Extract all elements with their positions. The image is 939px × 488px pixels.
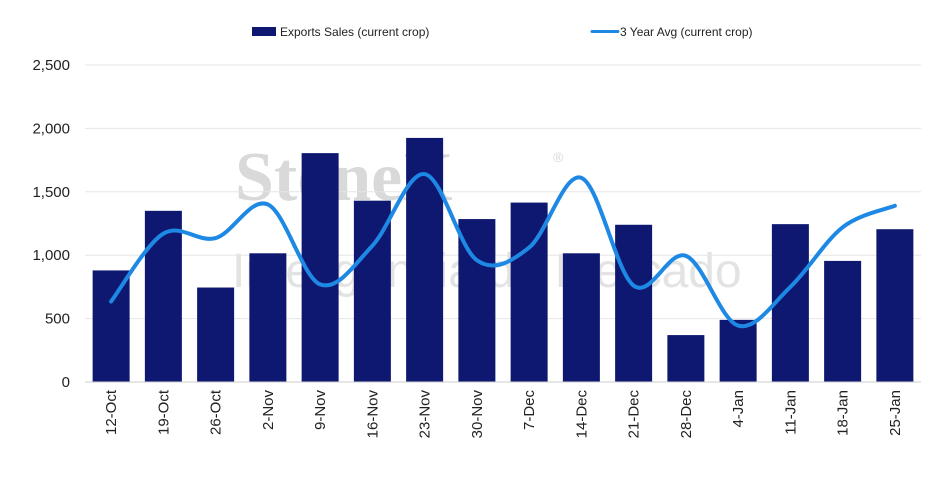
bar xyxy=(771,224,809,382)
legend-label-avg: 3 Year Avg (current crop) xyxy=(620,25,753,39)
bar xyxy=(876,229,914,382)
x-tick-label: 23-Nov xyxy=(417,390,434,439)
bar xyxy=(562,253,600,382)
legend-label-exports: Exports Sales (current crop) xyxy=(280,25,429,39)
x-tick-label: 19-Oct xyxy=(155,389,172,435)
y-tick-label: 2,500 xyxy=(32,57,70,74)
x-tick-label: 14-Dec xyxy=(573,390,590,439)
y-tick-label: 0 xyxy=(62,374,70,391)
x-tick-label: 7-Dec xyxy=(521,390,538,431)
x-tick-label: 2-Nov xyxy=(260,390,277,431)
avg-line xyxy=(109,172,897,329)
bar xyxy=(197,287,235,382)
x-tick-label: 30-Nov xyxy=(469,390,486,439)
y-axis-ticks: 0 500 1,000 1,500 2,000 2,500 xyxy=(32,57,70,391)
y-tick-label: 1,500 xyxy=(32,184,70,201)
bar xyxy=(144,210,182,382)
bars xyxy=(92,137,914,382)
legend-item-avg: 3 Year Avg (current crop) xyxy=(590,25,753,39)
y-tick-label: 500 xyxy=(45,311,70,328)
line-series xyxy=(109,172,897,329)
x-tick-label: 28-Dec xyxy=(678,390,695,439)
y-tick-label: 2,000 xyxy=(32,120,70,137)
bar xyxy=(92,270,130,382)
x-tick-label: 9-Nov xyxy=(312,390,329,431)
legend: Exports Sales (current crop) 3 Year Avg … xyxy=(252,25,753,39)
x-tick-label: 26-Oct xyxy=(208,389,225,435)
x-tick-label: 16-Nov xyxy=(364,390,381,439)
bar xyxy=(667,335,705,382)
x-tick-label: 18-Jan xyxy=(835,390,852,436)
bar xyxy=(615,224,653,382)
x-axis-ticks: 12-Oct 19-Oct 26-Oct 2-Nov 9-Nov 16-Nov 23-Nov… xyxy=(103,389,904,438)
bar xyxy=(824,260,862,382)
x-tick-label: 21-Dec xyxy=(626,390,643,439)
x-tick-label: 4-Jan xyxy=(730,390,747,428)
bar xyxy=(249,253,287,382)
watermark-registered: ® xyxy=(553,149,564,165)
x-tick-label: 12-Oct xyxy=(103,389,120,435)
legend-bar-swatch xyxy=(252,27,276,36)
legend-item-exports: Exports Sales (current crop) xyxy=(252,25,429,39)
x-tick-label: 25-Jan xyxy=(887,390,904,436)
bar xyxy=(719,319,757,382)
y-tick-label: 1,000 xyxy=(32,247,70,264)
x-tick-label: 11-Jan xyxy=(782,390,799,435)
